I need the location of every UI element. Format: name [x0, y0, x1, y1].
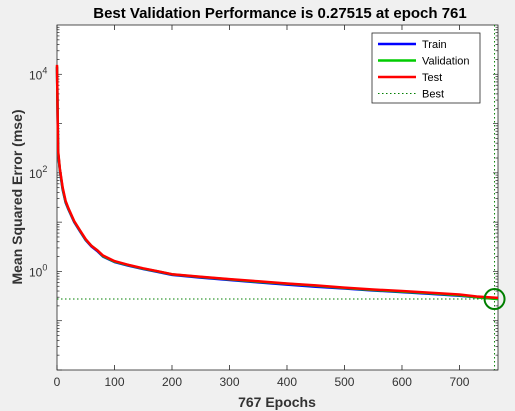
- x-tick-label: 400: [277, 375, 297, 389]
- plot-layer: 0 100 200 300 400 500 600 700 100 102 104: [29, 25, 506, 389]
- y-tick-label: 100: [29, 262, 47, 279]
- x-tick-label: 500: [334, 375, 354, 389]
- x-tick-label: 700: [449, 375, 469, 389]
- y-axis-label: Mean Squared Error (mse): [9, 109, 25, 284]
- series-line-test: [55, 64, 499, 300]
- x-tick-label: 0: [54, 375, 61, 389]
- y-tick-label: 104: [29, 65, 47, 82]
- legend-label: Test: [422, 72, 442, 84]
- x-axis-label: 767 Epochs: [238, 394, 316, 410]
- legend-label: Best: [422, 89, 444, 101]
- x-tick-label: 200: [162, 375, 182, 389]
- y-tick-label: 102: [29, 164, 47, 181]
- legend-label: Validation: [422, 56, 470, 68]
- chart-title: Best Validation Performance is 0.27515 a…: [93, 5, 467, 22]
- x-tick-label: 300: [219, 375, 239, 389]
- x-tick-label: 600: [392, 375, 412, 389]
- legend-label: Train: [422, 39, 447, 51]
- best-marker: [483, 288, 506, 311]
- x-tick-label: 100: [104, 375, 124, 389]
- legend: Train Validation Test Best: [371, 32, 481, 104]
